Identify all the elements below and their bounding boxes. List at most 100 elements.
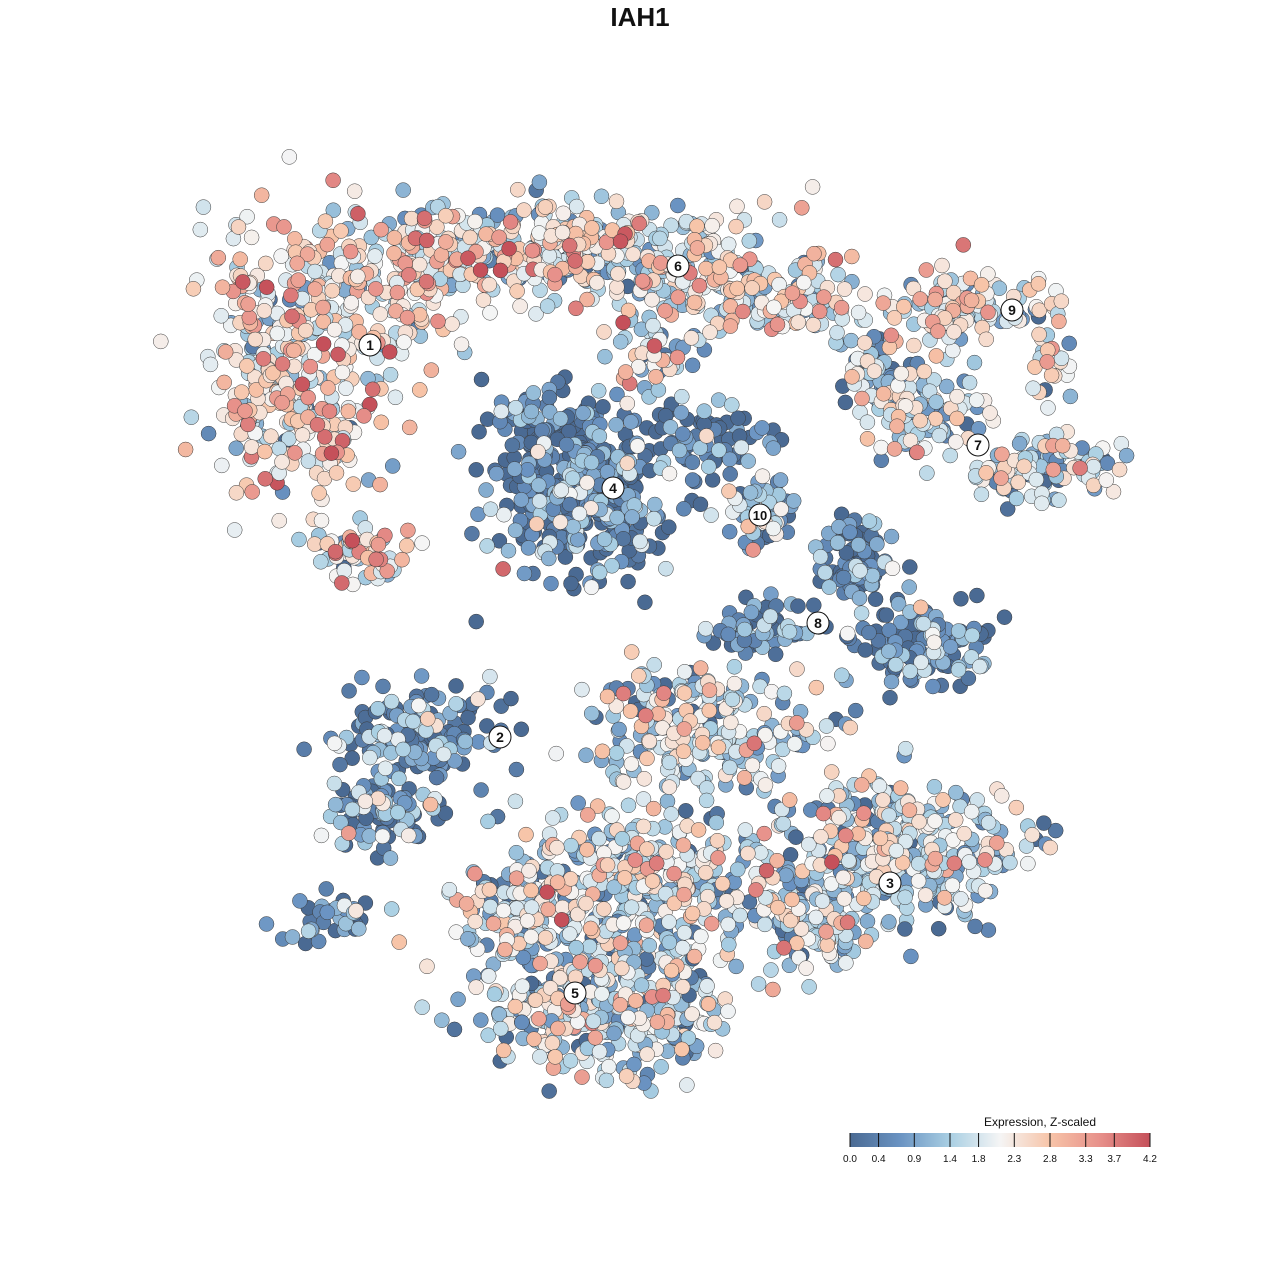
- scatter-point: [646, 510, 662, 527]
- scatter-point: [495, 902, 512, 919]
- scatter-point: [593, 188, 610, 205]
- scatter-point: [684, 1006, 700, 1022]
- scatter-point: [770, 899, 786, 916]
- scatter-point: [878, 607, 895, 623]
- scatter-point: [917, 887, 934, 903]
- scatter-point: [948, 784, 964, 801]
- scatter-point: [980, 922, 997, 938]
- scatter-point: [912, 412, 928, 429]
- scatter-point: [1118, 447, 1135, 464]
- scatter-point: [486, 986, 503, 1002]
- scatter-point: [758, 862, 775, 879]
- cluster-label-text: 6: [674, 258, 682, 274]
- scatter-point: [284, 929, 301, 945]
- scatter-point: [599, 857, 616, 873]
- scatter-point: [255, 351, 272, 367]
- scatter-point: [978, 331, 994, 348]
- scatter-point: [625, 246, 641, 262]
- scatter-point: [582, 920, 599, 937]
- scatter-point: [812, 549, 829, 565]
- scatter-point: [635, 818, 652, 835]
- scatter-point: [1047, 822, 1064, 839]
- scatter-point: [927, 291, 943, 308]
- scatter-point: [698, 260, 714, 277]
- scatter-point: [213, 308, 229, 324]
- scatter-point: [531, 1011, 547, 1027]
- scatter-point: [370, 700, 386, 717]
- cluster-label-3: 3: [878, 871, 902, 895]
- scatter-point: [961, 854, 977, 870]
- scatter-point: [578, 895, 594, 912]
- scatter-point: [850, 304, 867, 321]
- scatter-point: [854, 777, 870, 793]
- scatter-point: [396, 334, 412, 350]
- scatter-point: [471, 424, 487, 440]
- chart-title: IAH1: [610, 2, 670, 32]
- scatter-point: [790, 598, 806, 614]
- scatter-point: [386, 230, 403, 246]
- scatter-point: [326, 321, 343, 338]
- scatter-point: [830, 266, 846, 283]
- scatter-point: [290, 272, 307, 288]
- scatter-point: [918, 262, 935, 278]
- scatter-point: [495, 561, 511, 577]
- scatter-point: [240, 296, 256, 312]
- scatter-point: [720, 236, 737, 253]
- scatter-point: [414, 535, 430, 551]
- scatter-point: [711, 259, 728, 275]
- scatter-point: [1043, 367, 1060, 383]
- scatter-point: [1042, 839, 1058, 856]
- scatter-point: [953, 891, 969, 907]
- scatter-point: [482, 898, 499, 915]
- scatter-point: [620, 573, 636, 590]
- scatter-point: [769, 316, 786, 333]
- scatter-point: [468, 613, 484, 630]
- scatter-point: [969, 587, 985, 604]
- scatter-point: [319, 904, 336, 921]
- scatter-point: [1025, 380, 1041, 396]
- scatter-point: [411, 697, 427, 714]
- scatter-point: [722, 759, 738, 776]
- scatter-point: [875, 386, 892, 402]
- scatter-point: [531, 477, 547, 493]
- scatter-point: [210, 249, 227, 266]
- scatter-point: [955, 237, 972, 253]
- scatter-point: [823, 764, 840, 780]
- scatter-point: [552, 514, 569, 530]
- scatter-point: [831, 809, 847, 826]
- scatter-point: [782, 847, 799, 863]
- scatter-point: [555, 205, 572, 222]
- scatter-point: [330, 346, 346, 363]
- scatter-point: [526, 1031, 542, 1047]
- scatter-point: [866, 363, 883, 379]
- scatter-point: [637, 594, 653, 611]
- scatter-point: [497, 941, 513, 958]
- legend-title: Expression, Z-scaled: [983, 1115, 1097, 1129]
- scatter-point: [732, 907, 748, 924]
- scatter-point: [216, 374, 232, 391]
- scatter-point: [960, 670, 977, 687]
- scatter-point: [836, 891, 853, 907]
- scatter-point: [482, 668, 498, 685]
- scatter-point: [479, 538, 495, 554]
- scatter-point: [430, 313, 446, 330]
- scatter-point: [648, 855, 665, 872]
- legend-tick-label: 2.3: [1007, 1154, 1021, 1165]
- scatter-point: [563, 837, 579, 854]
- scatter-point: [684, 905, 701, 922]
- scatter-point: [919, 465, 935, 481]
- scatter-point: [543, 575, 559, 592]
- scatter-point: [675, 837, 692, 853]
- scatter-point: [673, 404, 689, 421]
- scatter-point: [594, 743, 611, 760]
- scatter-point: [400, 522, 416, 539]
- scatter-point: [257, 471, 273, 487]
- scatter-point: [945, 342, 961, 359]
- scatter-point: [888, 842, 905, 859]
- scatter-point: [968, 392, 985, 408]
- scatter-point: [771, 212, 788, 228]
- scatter-point: [851, 590, 868, 606]
- scatter-point: [927, 850, 944, 867]
- scatter-point: [699, 978, 715, 994]
- scatter-point: [574, 1069, 590, 1085]
